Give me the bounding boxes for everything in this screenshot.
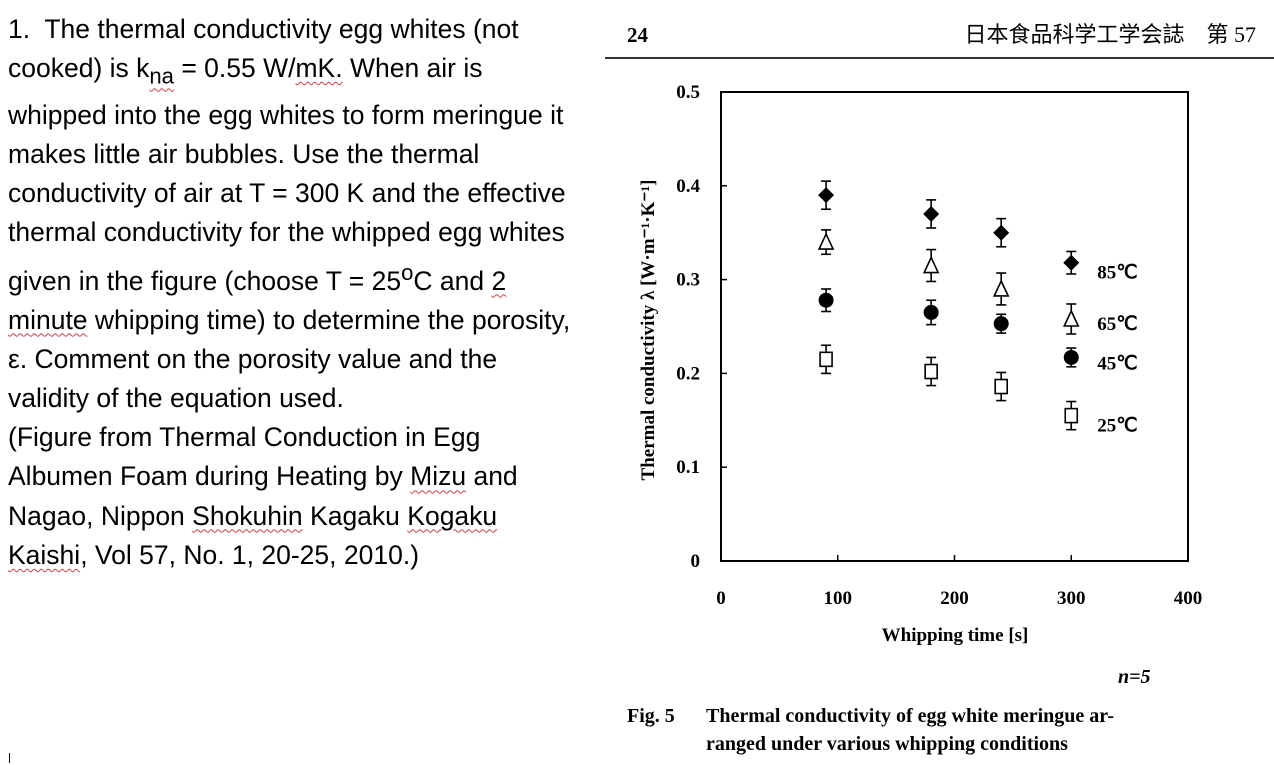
citation-part: Shokuhin <box>192 500 303 531</box>
y-tick-label: 0.4 <box>676 176 700 197</box>
data-point <box>993 316 1009 332</box>
problem-text-part: When air is whipped into the egg whites … <box>8 53 566 296</box>
data-point <box>817 232 835 250</box>
data-point <box>1062 309 1080 327</box>
x-axis-ticks: 0 100 200 300 400 <box>716 555 1202 609</box>
degree-superscript: o <box>401 259 414 285</box>
sample-size-note: n=5 <box>1118 666 1151 688</box>
page-number: 24 <box>627 23 649 47</box>
figure-citation: (Figure from Thermal Conduction in Egg A… <box>8 418 583 575</box>
problem-text-part: whipping time) to determine the porosity… <box>8 304 571 413</box>
caption-line-2: ranged under various whipping conditions <box>706 733 1068 755</box>
citation-part: (Figure from Thermal Conduction in Egg A… <box>8 422 481 492</box>
problem-text-part: The thermal conductivity egg whites (not… <box>8 14 519 84</box>
data-point <box>923 304 939 320</box>
k-subscript: na <box>149 63 174 89</box>
data-point <box>994 378 1009 395</box>
data-points <box>817 180 1080 431</box>
problem-text-part: = 0.55 W/ <box>173 53 296 84</box>
y-tick-label: 0 <box>691 551 701 572</box>
citation-part: Mizu <box>410 461 467 492</box>
x-tick-label: 200 <box>940 588 969 609</box>
citation-part: Kogaku <box>407 500 498 531</box>
x-tick-label: 0 <box>716 588 726 609</box>
journal-header: 日本食品科学工学会誌 第 57 <box>964 22 1256 47</box>
citation-part: and Nagao, Nippon <box>8 461 518 531</box>
data-point <box>993 224 1010 241</box>
series-label: 25℃ <box>1097 416 1137 437</box>
caption-line-1: Thermal conductivity of egg white mering… <box>706 705 1114 727</box>
y-tick-label: 0.2 <box>676 363 700 384</box>
problem-text: 1. The thermal conductivity egg whites (… <box>8 10 583 575</box>
x-tick-label: 100 <box>824 588 853 609</box>
y-tick-label: 0.1 <box>676 457 700 478</box>
data-point <box>924 363 938 380</box>
series-label: 45℃ <box>1097 353 1137 374</box>
data-point <box>923 205 940 222</box>
series-label: 85℃ <box>1097 263 1137 284</box>
data-point <box>819 351 833 368</box>
x-tick-label: 300 <box>1057 588 1086 609</box>
y-axis-label: Thermal conductivity λ [W·m⁻¹·K⁻¹] <box>638 180 659 481</box>
problem-number: 1. <box>8 14 31 44</box>
x-tick-label: 400 <box>1174 588 1203 609</box>
caption-label: Fig. 5 <box>627 705 675 727</box>
data-point <box>1063 254 1080 271</box>
data-point <box>922 255 940 274</box>
scatter-plot: 0 0.1 0.2 0.3 0.4 0.5 0 100 200 300 400 85℃ 65℃ 45℃… <box>638 82 1202 646</box>
citation-part: Kaishi <box>8 539 81 570</box>
problem-statement: 1. The thermal conductivity egg whites (… <box>8 10 583 418</box>
problem-text-part: C and <box>413 265 492 296</box>
problem-text-part: mK. <box>295 53 343 84</box>
data-point <box>818 292 834 308</box>
y-axis-ticks: 0 0.1 0.2 0.3 0.4 0.5 <box>676 82 727 572</box>
data-point <box>1064 407 1079 424</box>
citation-part: Kagaku <box>302 500 408 531</box>
citation-part: , Vol 57, No. 1, 20-25, 2010.) <box>80 539 420 570</box>
series-labels: 85℃ 65℃ 45℃ 25℃ <box>1097 263 1137 437</box>
data-point <box>992 279 1010 297</box>
problem-text-part: 2 minute <box>8 265 507 335</box>
data-point <box>818 187 835 204</box>
text-cursor <box>9 753 10 763</box>
y-tick-label: 0.3 <box>676 270 700 291</box>
x-axis-label: Whipping time [s] <box>882 625 1029 646</box>
data-point <box>1063 349 1079 365</box>
series-label: 65℃ <box>1097 314 1137 335</box>
y-tick-label: 0.5 <box>676 82 700 103</box>
